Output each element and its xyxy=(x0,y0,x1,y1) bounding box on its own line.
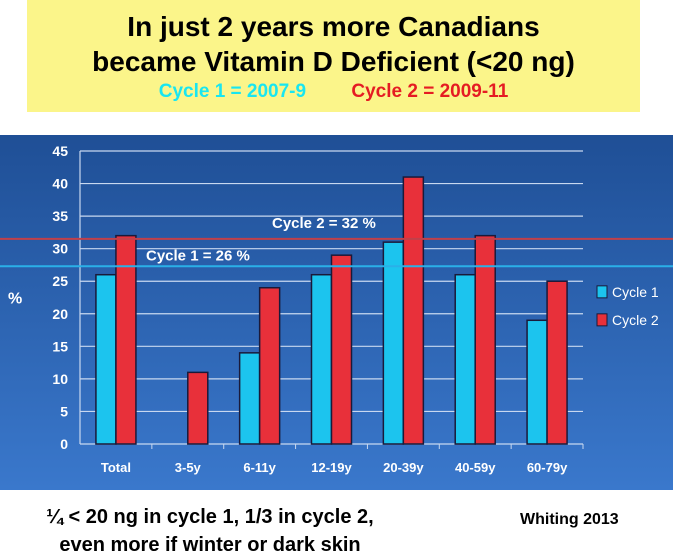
title-line-2: became Vitamin D Deficient (<20 ng) xyxy=(92,46,575,77)
legend-swatch xyxy=(596,313,608,327)
bar-chart-svg: 0 5 10 15 20 25 30 35 40 45% Total 3-5y 6-11y 12-19y 2… xyxy=(0,135,673,490)
bar-cycle-1 xyxy=(526,319,548,445)
bar-cycle-2 xyxy=(115,234,137,445)
bar-cycle-2 xyxy=(258,286,281,445)
bar-cycle-2 xyxy=(474,234,496,445)
chart: 0 5 10 15 20 25 30 35 40 45% Total 3-5y 6-11y 12-19y 2… xyxy=(0,135,673,490)
y-axis-label: % xyxy=(8,291,22,308)
x-tick-label: 20-39y xyxy=(383,460,424,475)
x-tick-label: 6-11y xyxy=(243,460,276,475)
y-tick-label: 45 xyxy=(52,143,68,159)
x-tick-label: 60-79y xyxy=(527,460,568,475)
legend-label: Cycle 1 xyxy=(612,284,659,300)
x-tick-label: 3-5y xyxy=(175,460,202,475)
subtitle: Cycle 1 = 2007-9 Cycle 2 = 2009-11 xyxy=(27,79,640,105)
title-line-1: In just 2 years more Canadians xyxy=(127,11,540,42)
bar-cycle-2 xyxy=(402,176,425,445)
x-tick-label: 12-19y xyxy=(311,460,352,475)
bar-cycle-2 xyxy=(187,371,209,445)
bar-cycle-1 xyxy=(238,352,261,445)
title-box: In just 2 years more Canadians became Vi… xyxy=(27,0,640,112)
x-tick-label: 40-59y xyxy=(455,460,496,475)
y-tick-label: 10 xyxy=(52,371,68,387)
cycle2-label: Cycle 2 = 2009-11 xyxy=(351,81,509,102)
y-tick-label: 40 xyxy=(52,176,68,192)
y-tick-label: 5 xyxy=(60,403,68,419)
y-tick-label: 15 xyxy=(52,338,68,354)
reference-label-cycle2: Cycle 2 = 32 % xyxy=(272,215,376,232)
legend-label: Cycle 2 xyxy=(612,312,659,328)
bar-cycle-1 xyxy=(310,273,333,445)
bar-cycle-1 xyxy=(454,273,476,445)
y-tick-label: 20 xyxy=(52,306,68,322)
reference-label-cycle1: Cycle 1 = 26 % xyxy=(146,247,250,264)
y-tick-label: 25 xyxy=(52,273,68,289)
footer-note: ¼ < 20 ng in cycle 1, 1/3 in cycle 2, ev… xyxy=(20,503,400,559)
bar-cycle-1 xyxy=(382,241,405,445)
source-citation: Whiting 2013 xyxy=(520,511,619,528)
footer-line-1: ¼ < 20 ng in cycle 1, 1/3 in cycle 2, xyxy=(46,506,374,528)
y-tick-label: 30 xyxy=(52,241,68,257)
x-tick-label: Total xyxy=(101,460,131,475)
y-tick-label: 35 xyxy=(52,208,68,224)
bar-cycle-1 xyxy=(95,273,117,445)
bar-cycle-2 xyxy=(330,254,353,445)
bar-cycle-2 xyxy=(546,280,568,445)
legend-swatch xyxy=(596,285,608,299)
cycle1-label: Cycle 1 = 2007-9 xyxy=(158,81,307,102)
y-tick-label: 0 xyxy=(60,436,68,452)
footer-line-2: even more if winter or dark skin xyxy=(59,534,361,556)
